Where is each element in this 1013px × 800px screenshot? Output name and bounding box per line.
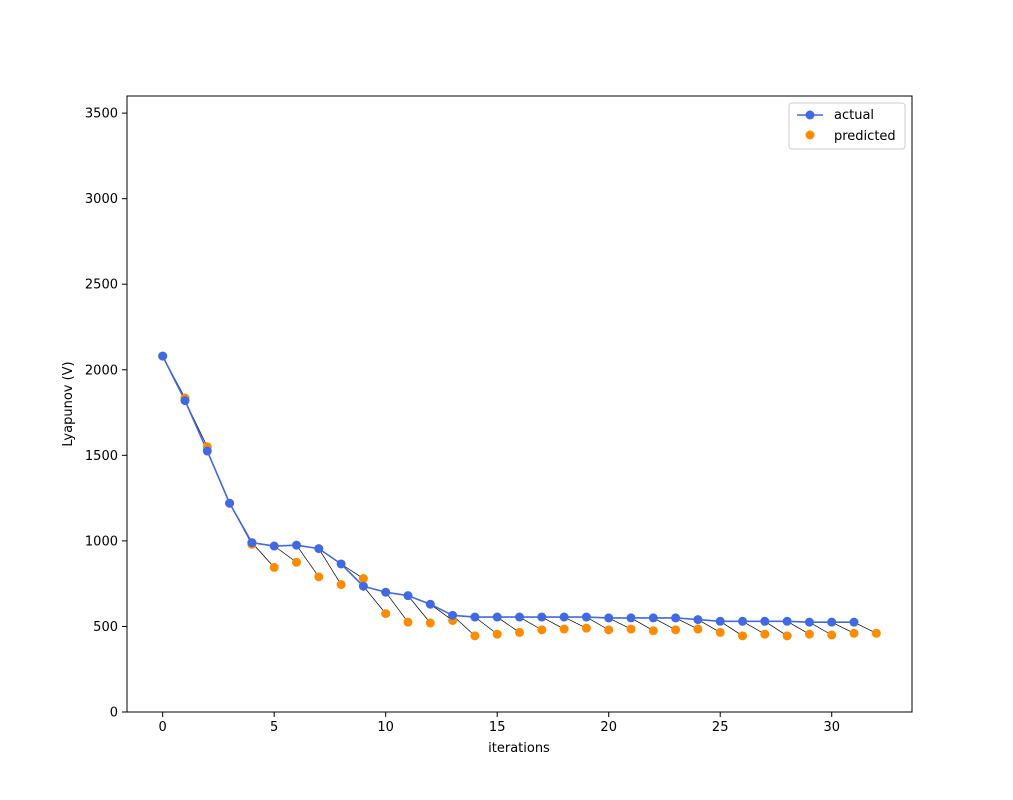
- actual-point: [804, 617, 814, 627]
- actual-point: [537, 612, 547, 622]
- actual-point: [604, 613, 614, 623]
- predicted-point: [581, 623, 591, 633]
- actual-point: [158, 351, 168, 361]
- x-tick-label: 30: [823, 720, 840, 735]
- legend-predicted-label: predicted: [834, 129, 896, 144]
- actual-point: [358, 581, 368, 591]
- legend-predicted-marker: [805, 130, 815, 140]
- actual-point: [470, 612, 480, 622]
- actual-point: [626, 613, 636, 623]
- prediction-connector: [318, 548, 342, 585]
- predicted-point: [470, 631, 480, 641]
- actual-point: [715, 616, 725, 626]
- prediction-connector: [363, 586, 386, 614]
- actual-point: [425, 599, 435, 609]
- x-tick-label: 20: [600, 720, 617, 735]
- y-tick-label: 2000: [85, 363, 118, 378]
- predicted-point: [738, 631, 748, 641]
- y-tick-label: 3500: [85, 107, 118, 122]
- predicted-point: [492, 629, 502, 639]
- actual-point: [448, 610, 458, 620]
- actual-point: [782, 616, 792, 626]
- actual-point: [849, 617, 859, 627]
- predicted-point: [515, 627, 524, 637]
- actual-point: [827, 617, 837, 627]
- actual-point: [291, 540, 301, 550]
- legend: actual predicted: [788, 102, 906, 150]
- predicted-point: [782, 631, 792, 641]
- predicted-point: [425, 618, 435, 628]
- predicted-point: [537, 625, 547, 635]
- x-tick-label: 5: [270, 720, 278, 735]
- actual-point: [180, 396, 190, 406]
- y-tick-label: 500: [93, 620, 118, 635]
- predicted-point: [604, 625, 614, 635]
- actual-point: [269, 541, 279, 551]
- predicted-point: [760, 629, 770, 639]
- prediction-connector: [273, 545, 297, 563]
- y-tick-label: 1500: [85, 449, 118, 464]
- actual-point: [693, 615, 703, 625]
- plot-area: [158, 351, 881, 641]
- actual-point: [581, 612, 591, 622]
- actual-point: [648, 613, 658, 623]
- axes-frame: [126, 95, 913, 713]
- actual-point: [381, 587, 391, 597]
- predicted-point: [269, 562, 279, 572]
- ticks: 0 5 10 15 20 25 30 0 500 1000 1500 2000 2500 3000 3500: [85, 107, 840, 735]
- actual-point: [671, 613, 681, 623]
- y-tick-label: 3000: [85, 192, 118, 207]
- predicted-point: [648, 626, 658, 636]
- predicted-point: [715, 627, 725, 637]
- actual-point: [515, 612, 524, 622]
- predicted-point: [381, 609, 391, 619]
- x-axis-label: iterations: [488, 741, 550, 756]
- x-tick-label: 10: [377, 720, 394, 735]
- y-tick-label: 0: [110, 706, 118, 721]
- actual-point: [336, 559, 346, 569]
- predicted-point: [291, 557, 301, 567]
- actual-point: [760, 616, 770, 626]
- predicted-point: [626, 624, 636, 634]
- predicted-point: [804, 629, 814, 639]
- legend-actual-marker: [805, 110, 815, 120]
- predicted-point: [693, 624, 703, 634]
- predicted-point: [849, 628, 859, 638]
- x-tick-label: 15: [489, 720, 506, 735]
- prediction-connector: [385, 592, 409, 623]
- x-tick-label: 25: [712, 720, 729, 735]
- actual-point: [403, 591, 413, 601]
- actual-point: [738, 616, 748, 626]
- predicted-point: [403, 617, 413, 627]
- prediction-connector: [496, 616, 520, 633]
- predicted-point: [336, 580, 346, 590]
- predicted-point: [827, 630, 837, 640]
- actual-point: [314, 544, 324, 554]
- actual-point: [225, 498, 235, 508]
- predicted-point: [314, 572, 324, 582]
- x-tick-label: 0: [159, 720, 167, 735]
- predicted-point: [358, 574, 368, 584]
- predicted-point: [871, 628, 881, 638]
- actual-point: [559, 612, 569, 622]
- prediction-connector: [407, 595, 431, 624]
- legend-actual-label: actual: [834, 108, 874, 123]
- actual-point: [202, 446, 212, 456]
- y-axis-label: Lyapunov (V): [61, 361, 76, 446]
- predicted-point: [671, 625, 681, 635]
- prediction-connector: [296, 544, 320, 578]
- predicted-point: [559, 624, 569, 634]
- y-tick-label: 1000: [85, 534, 118, 549]
- actual-point: [247, 538, 257, 548]
- y-tick-label: 2500: [85, 278, 118, 293]
- actual-point: [492, 612, 502, 622]
- prediction-connector: [474, 616, 498, 635]
